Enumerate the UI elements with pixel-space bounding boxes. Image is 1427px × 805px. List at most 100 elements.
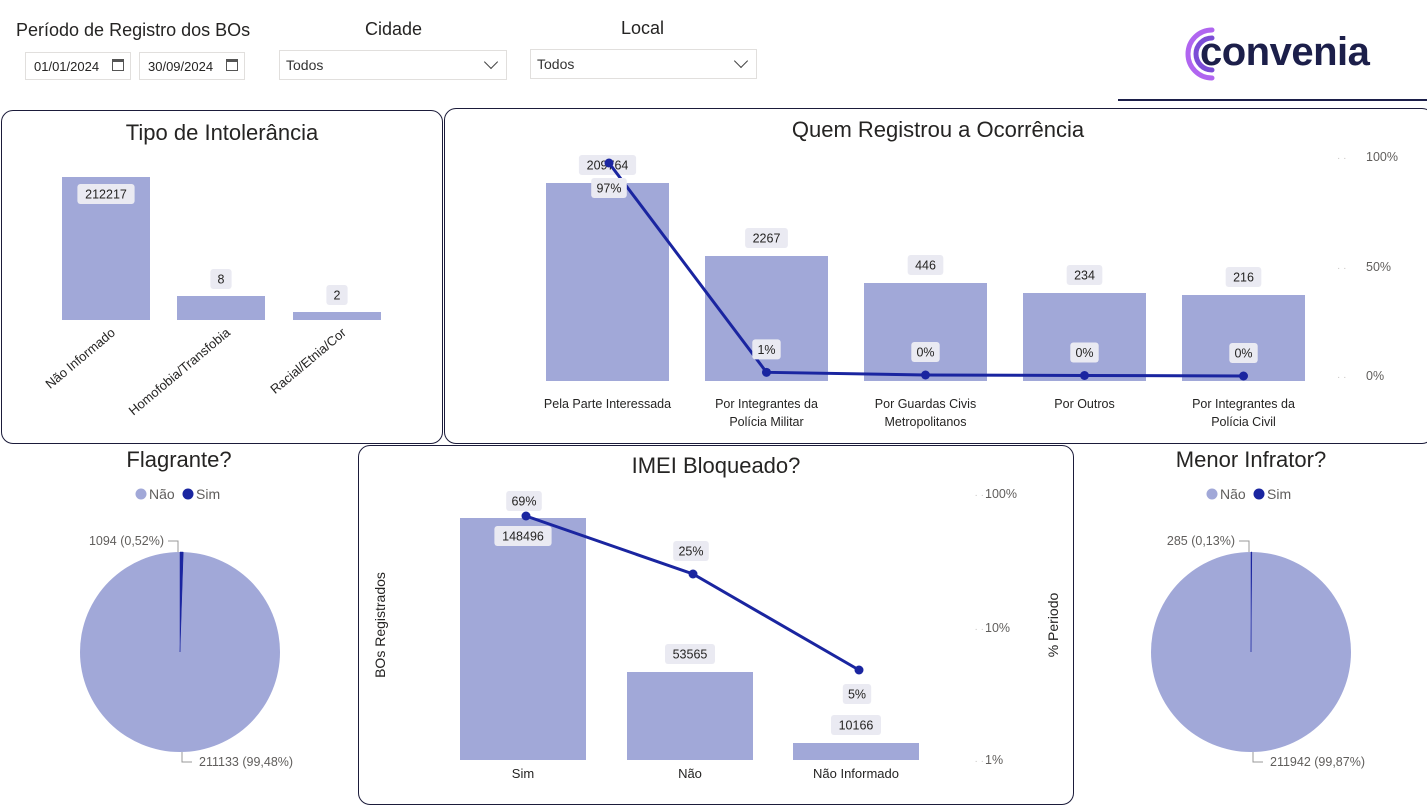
percent-label-bg bbox=[752, 339, 781, 360]
end-date-input[interactable]: 30/09/2024 bbox=[139, 52, 245, 80]
data-label: 10166 bbox=[839, 719, 874, 733]
bar bbox=[546, 183, 669, 381]
leader-line bbox=[181, 752, 192, 763]
percent-point bbox=[921, 370, 930, 380]
chart-title: Quem Registrou a Ocorrência bbox=[792, 117, 1085, 142]
legend-sim-dot bbox=[182, 488, 194, 500]
logo-text: convenia bbox=[1200, 30, 1370, 74]
data-label-bg bbox=[665, 644, 715, 664]
percent-label-bg bbox=[911, 342, 940, 362]
x-tick-label: Por Outros bbox=[1054, 397, 1114, 411]
legend-label: Não bbox=[149, 486, 175, 502]
y2-tick-label: 50% bbox=[1366, 260, 1391, 274]
data-label: 234 bbox=[1074, 269, 1095, 283]
x-tick-label: Homofobia/Transfobia bbox=[126, 324, 234, 418]
percent-point bbox=[1080, 371, 1089, 380]
pie-slice-sim bbox=[1250, 551, 1253, 653]
percent-point bbox=[1239, 371, 1248, 381]
y2-tick-label: 0% bbox=[1366, 369, 1384, 383]
leader-line bbox=[1252, 752, 1263, 763]
convenia-logo: convenia bbox=[1180, 24, 1380, 84]
chart-title: Menor Infrator? bbox=[1176, 447, 1326, 472]
city-dropdown-value: Todos bbox=[286, 57, 324, 73]
bar bbox=[627, 672, 753, 760]
x-tick-label: Não Informado bbox=[42, 325, 118, 392]
leader-line bbox=[1239, 540, 1250, 552]
city-filter-title: Cidade bbox=[365, 19, 423, 39]
legend-nao-dot bbox=[135, 488, 147, 500]
local-dropdown[interactable]: Todos bbox=[530, 49, 757, 79]
data-label-bg bbox=[326, 285, 348, 305]
data-label-bg bbox=[907, 255, 944, 275]
menor-infrator-chart: Menor Infrator? Não Sim 285 (0,13%) 211942 … bbox=[1151, 447, 1365, 769]
x-tick-label: Por Guardas Civis bbox=[875, 397, 976, 411]
percent-label: 1% bbox=[757, 343, 775, 357]
percent-label-bg bbox=[591, 178, 627, 198]
percent-label-bg bbox=[673, 541, 709, 561]
percent-label: 25% bbox=[678, 545, 703, 559]
period-filter-title: Período de Registro dos BOs bbox=[16, 20, 251, 40]
gridline-dots: · · bbox=[975, 490, 984, 501]
data-label-bg bbox=[210, 269, 232, 289]
y2-tick-label: 1% bbox=[985, 753, 1003, 767]
percent-label-bg bbox=[842, 684, 872, 704]
percent-point bbox=[521, 511, 531, 521]
leader-line bbox=[168, 540, 179, 552]
pie-data-label: 211133 (99,48%) bbox=[199, 755, 293, 769]
x-tick-label: Não Informado bbox=[813, 766, 899, 781]
y2-axis-label: % Periodo bbox=[1045, 592, 1061, 657]
data-label-bg bbox=[1066, 265, 1103, 285]
start-date-value: 01/01/2024 bbox=[34, 58, 100, 74]
data-label: 8 bbox=[218, 273, 225, 287]
legend-nao-dot bbox=[1206, 488, 1218, 500]
gridline-dots: · · bbox=[1337, 263, 1346, 274]
pie-data-label: 1094 (0,52%) bbox=[89, 534, 164, 548]
percent-label: 0% bbox=[916, 346, 934, 360]
y2-tick-label: 100% bbox=[1366, 150, 1398, 164]
x-tick-label: Polícia Militar bbox=[729, 415, 803, 429]
percent-point bbox=[688, 569, 698, 579]
y2-tick-label: 100% bbox=[985, 487, 1017, 501]
data-label-bg bbox=[1225, 267, 1262, 287]
registered-by-chart: Quem Registrou a Ocorrência 100% · · 50% · … bbox=[544, 117, 1398, 429]
chevron-down-icon bbox=[483, 54, 499, 70]
data-label-bg bbox=[494, 526, 552, 546]
data-label-bg bbox=[831, 715, 881, 735]
start-date-input[interactable]: 01/01/2024 bbox=[25, 52, 131, 80]
legend-sim-dot bbox=[1253, 488, 1265, 500]
bar bbox=[864, 283, 987, 381]
legend-label: Sim bbox=[1267, 486, 1291, 502]
chart-title: Flagrante? bbox=[126, 447, 231, 472]
calendar-icon[interactable] bbox=[226, 59, 238, 71]
city-dropdown[interactable]: Todos bbox=[279, 50, 507, 80]
percent-point bbox=[854, 665, 864, 675]
bar bbox=[705, 256, 828, 381]
local-filter-title: Local bbox=[621, 18, 665, 38]
legend-label: Sim bbox=[196, 486, 220, 502]
end-date-value: 30/09/2024 bbox=[148, 58, 214, 74]
chart-title: Tipo de Intolerância bbox=[126, 120, 319, 145]
y-axis-label: BOs Registrados bbox=[372, 572, 388, 678]
x-tick-label: Não bbox=[678, 766, 702, 781]
data-label: 2267 bbox=[753, 232, 781, 246]
percent-label: 0% bbox=[1075, 346, 1093, 360]
data-label-bg bbox=[745, 228, 788, 248]
bar bbox=[1023, 293, 1146, 381]
legend-label: Não bbox=[1220, 486, 1246, 502]
bar bbox=[460, 518, 586, 760]
percent-label: 97% bbox=[596, 182, 621, 196]
logo-divider bbox=[1118, 99, 1427, 101]
x-tick-label: Racial/Etnia/Cor bbox=[267, 324, 349, 396]
data-label: 446 bbox=[915, 259, 936, 273]
x-tick-label: Por Integrantes da bbox=[715, 397, 818, 411]
percent-point bbox=[762, 367, 771, 377]
percent-label: 69% bbox=[511, 495, 536, 509]
bar bbox=[1182, 295, 1305, 381]
x-tick-label: Sim bbox=[512, 766, 534, 781]
gridline-dots: · · bbox=[975, 756, 984, 767]
data-label: 53565 bbox=[673, 648, 708, 662]
calendar-icon[interactable] bbox=[112, 59, 124, 71]
x-tick-label: Pela Parte Interessada bbox=[544, 397, 671, 411]
y2-tick-label: 10% bbox=[985, 621, 1010, 635]
bar bbox=[793, 743, 919, 760]
